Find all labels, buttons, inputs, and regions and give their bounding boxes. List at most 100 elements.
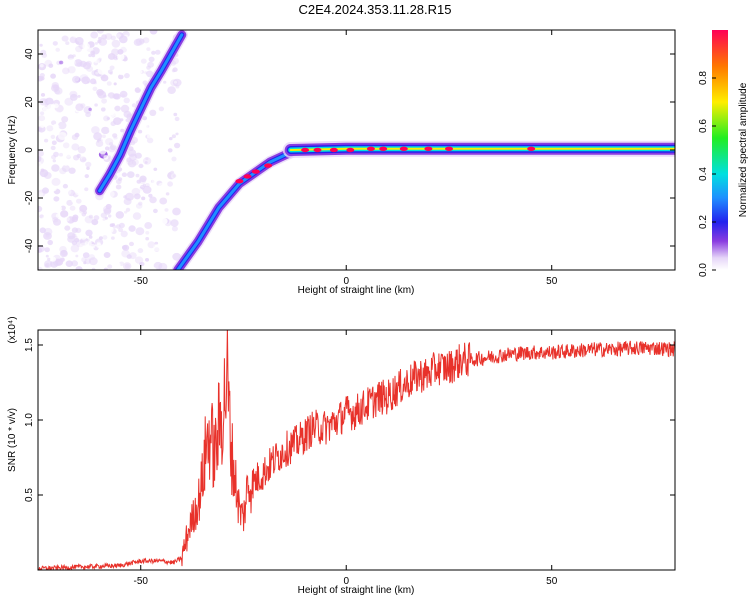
noise-blob (128, 225, 136, 232)
noise-blob (59, 152, 63, 157)
snr-frame (37, 329, 676, 571)
noise-blob (84, 240, 92, 247)
noise-blob (144, 161, 148, 164)
noise-blob (56, 60, 62, 66)
noise-blob (93, 82, 101, 90)
spectrogram-y-tick-label: 20 (24, 96, 35, 108)
noise-blob (118, 74, 124, 80)
noise-blob (60, 249, 68, 256)
noise-blob (79, 115, 86, 122)
noise-blob (133, 38, 142, 47)
noise-blob (138, 163, 144, 169)
noise-blob (58, 132, 67, 140)
noise-blob (74, 132, 80, 138)
noise-blob (124, 73, 130, 79)
noise-blob (102, 205, 112, 214)
noise-blob (144, 222, 153, 229)
noise-blob (106, 190, 115, 198)
noise-blob (100, 152, 105, 157)
noise-blob (64, 216, 70, 222)
noise-blob (167, 148, 173, 153)
noise-blob (58, 78, 62, 81)
noise-blob (75, 103, 84, 111)
noise-blob (100, 136, 109, 143)
noise-blob (67, 66, 76, 74)
noise-blob (85, 161, 92, 168)
snr-y-tick-label: 1.5 (24, 338, 35, 352)
noise-blob (76, 196, 80, 200)
trace-hotspot (264, 163, 273, 168)
spectrogram-y-tick-label: -20 (24, 190, 35, 205)
noise-blob (169, 137, 173, 141)
noise-blob (167, 86, 176, 94)
noise-blob (57, 247, 62, 252)
noise-blob (115, 178, 122, 185)
noise-blob (46, 125, 54, 132)
noise-blob (101, 126, 110, 135)
trace-hotspot (243, 174, 252, 179)
noise-blob (131, 52, 138, 58)
noise-blob (67, 54, 74, 60)
noise-blob (72, 233, 77, 238)
noise-blob (38, 115, 46, 122)
noise-blob (104, 146, 110, 151)
noise-blob (80, 234, 87, 240)
noise-blob (174, 116, 180, 122)
noise-blob (110, 35, 116, 41)
spectrogram-y-tick-label: 0 (24, 147, 35, 153)
snr-background (38, 330, 675, 570)
colorbar-tick-label: 0.6 (698, 119, 709, 133)
trace-hotspot (235, 179, 244, 184)
noise-blob (133, 193, 141, 200)
noise-blob (125, 43, 133, 50)
noise-blob (109, 223, 114, 227)
noise-blob (61, 35, 69, 42)
spectrogram-x-tick-label: 0 (343, 276, 349, 287)
noise-blob (103, 115, 110, 122)
noise-blob (135, 203, 143, 209)
noise-blob (86, 225, 92, 231)
trace-hotspot (366, 146, 375, 151)
noise-blob (144, 71, 148, 75)
noise-blob (40, 57, 47, 64)
noise-blob (90, 50, 96, 55)
noise-blob (108, 125, 118, 134)
noise-blob (39, 73, 45, 78)
trace-hotspot (379, 146, 388, 151)
noise-blob (166, 222, 172, 227)
snr-x-tick-label: 0 (343, 576, 349, 587)
noise-blob (128, 146, 134, 151)
noise-blob (111, 236, 115, 240)
noise-blob (155, 49, 161, 55)
noise-blob (47, 141, 52, 146)
noise-blob (88, 257, 98, 266)
noise-blob (42, 42, 46, 46)
noise-blob (170, 219, 179, 227)
noise-blob (122, 244, 130, 251)
noise-blob (64, 151, 73, 158)
snr-y-label: SNR (10 * v/v) (7, 408, 18, 472)
noise-blob (64, 97, 74, 106)
noise-blob (171, 172, 179, 180)
noise-blob (112, 133, 118, 138)
noise-blob (106, 81, 112, 86)
noise-blob (153, 167, 158, 171)
trace-hotspot (424, 146, 433, 151)
snr-y-tick-label: 0.5 (24, 488, 35, 502)
noise-blob (52, 67, 57, 72)
noise-blob (101, 114, 110, 123)
noise-blob (153, 261, 163, 270)
noise-blob (42, 106, 48, 112)
noise-blob (38, 122, 45, 128)
noise-blob (134, 256, 144, 264)
noise-blob (104, 225, 114, 234)
spectrogram-x-tick-label: -50 (134, 276, 149, 287)
trace-layer (93, 30, 675, 270)
noise-blob (43, 44, 51, 52)
noise-blob (65, 41, 70, 45)
noise-blob (114, 105, 121, 112)
noise-blob (108, 142, 114, 146)
noise-blob (145, 258, 149, 262)
noise-blob (90, 244, 96, 249)
